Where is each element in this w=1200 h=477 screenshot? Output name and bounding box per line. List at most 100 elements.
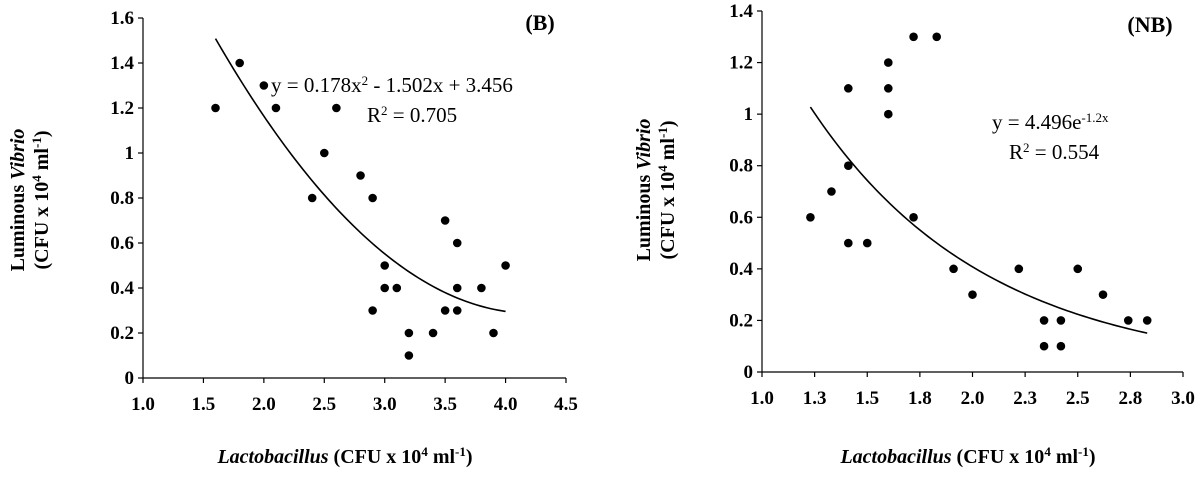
y-axis-label-exponent: -1 [655,127,670,138]
r-squared: R2 = 0.705 [367,103,457,128]
x-axis-label: Lactobacillus (CFU x 104 ml-1) [839,444,1095,469]
data-point [271,103,281,113]
y-tick-label: 0.4 [729,259,753,280]
x-axis-label: Lactobacillus (CFU x 104 ml-1) [216,444,472,469]
data-point [235,58,244,68]
y-axis-label-text: ) [31,131,53,138]
y-tick-label: 1.2 [729,53,753,74]
y-axis-label-text: ml [31,148,53,176]
data-point [368,306,377,315]
data-point [428,328,438,338]
y-axis-label-text: ml [657,138,679,166]
y-axis-label-exponent: 4 [29,175,44,182]
data-point [404,351,414,360]
data-point [806,212,815,222]
y-tick-label: 1.6 [110,8,134,29]
data-point [1123,316,1133,325]
panel-nb: 0 0.2 0.4 0.6 0.8 1 1.2 1.4 1.0 1.3 1.5 1.8 2.0 2.3 2.… [633,1,1195,468]
y-axis-label: Luminous Vibrio(CFU x 104 ml-1) [7,129,53,272]
r-squared: R2 = 0.554 [1009,140,1100,165]
x-tick-label: 1.0 [131,394,155,415]
x-tick-label: 2.0 [961,388,985,409]
x-axis-label-text: ) [466,446,473,468]
trendline-equation: y = 0.178x2 - 1.502x + 3.456 [271,73,513,98]
data-point [380,261,390,270]
x-axis-label-exponent: -1 [455,444,466,459]
data-point [452,238,462,248]
x-tick-label: 4.5 [554,394,578,415]
panel-b: 0 0.2 0.4 0.6 0.8 1 1.2 1.4 1.6 1.0 1.5 2.0 2.5 3.0 3.… [7,8,578,468]
panel-label: (NB) [1127,12,1172,37]
data-point [1039,341,1049,351]
y-axis-label-genus: Vibrio [633,119,655,170]
data-point [1039,316,1049,325]
x-axis-label-exponent: -1 [1078,444,1089,459]
equation-text: - 1.502x + 3.456 [368,73,513,97]
y-tick-label: 0.6 [110,233,134,254]
y-axis-label-exponent: 4 [655,165,670,172]
y-axis-label-line1: Luminous Vibrio [633,119,655,262]
x-tick-label: 3.0 [373,394,397,415]
data-point [356,171,365,180]
x-tick-label: 3.0 [1171,388,1195,409]
y-tick-label: 0 [125,368,135,389]
x-tick-label: 2.3 [1013,388,1037,409]
y-tick-label: 1 [744,104,754,125]
trendline-equation: y = 4.496e-1.2x [992,110,1109,135]
y-axis-label-text: ) [657,121,679,128]
x-tick-label: 2.8 [1119,388,1143,409]
data-point [259,81,269,90]
data-point [844,84,853,93]
data-point [932,32,942,42]
x-tick-label: 1.8 [908,388,932,409]
y-axis-label-text: (CFU x 10 [31,182,53,270]
y-tick-label: 1.4 [729,1,753,22]
data-point [884,84,893,93]
x-axis-label-text: ml [1051,446,1079,468]
y-axis-label-line1: Luminous Vibrio [7,129,29,272]
x-tick-label: 1.5 [855,388,879,409]
data-point [380,283,390,293]
x-axis-label-exponent: 4 [1044,444,1051,459]
data-point [884,109,893,119]
data-point [440,216,450,225]
r-squared-exponent: 2 [1023,140,1030,155]
data-point [392,283,402,293]
data-point [404,328,414,338]
data-point [501,261,510,270]
data-point [368,193,377,203]
data-point [319,148,329,158]
trendline [809,106,1148,334]
x-tick-label: 2.0 [252,394,276,415]
r-squared-exponent: 2 [381,103,388,118]
y-axis-label-line2: (CFU x 104 ml-1) [29,131,54,270]
x-tick-label: 2.5 [312,394,336,415]
y-axis-label-exponent: -1 [29,137,44,148]
data-point [1098,290,1108,299]
data-point [844,161,853,171]
data-point [844,238,853,248]
data-point [489,328,498,338]
x-axis-label-genus: Lactobacillus [216,446,328,468]
y-tick-label: 0.2 [729,310,753,331]
y-tick-label: 1.4 [110,53,134,74]
y-tick-label: 0.8 [729,156,753,177]
y-tick-label: 1 [125,143,135,164]
x-axis-label-text: ) [1089,446,1096,468]
x-axis-label-text: ml [428,446,456,468]
data-point [1056,316,1066,325]
x-axis-label-exponent: 4 [421,444,428,459]
trendline [214,38,506,313]
x-tick-label: 1.3 [803,388,827,409]
data-point [909,212,918,222]
r-squared-text: = 0.554 [1030,140,1100,164]
y-axis-label-text: Luminous [7,180,29,272]
x-tick-label: 2.5 [1066,388,1090,409]
x-axis-label-text: (CFU x 10 [952,446,1045,468]
data-point [477,283,486,293]
y-tick-label: 0.4 [110,278,134,299]
data-point [862,238,872,248]
y-axis-label-genus: Vibrio [7,129,29,180]
y-axis-label-text: Luminous [633,170,655,262]
